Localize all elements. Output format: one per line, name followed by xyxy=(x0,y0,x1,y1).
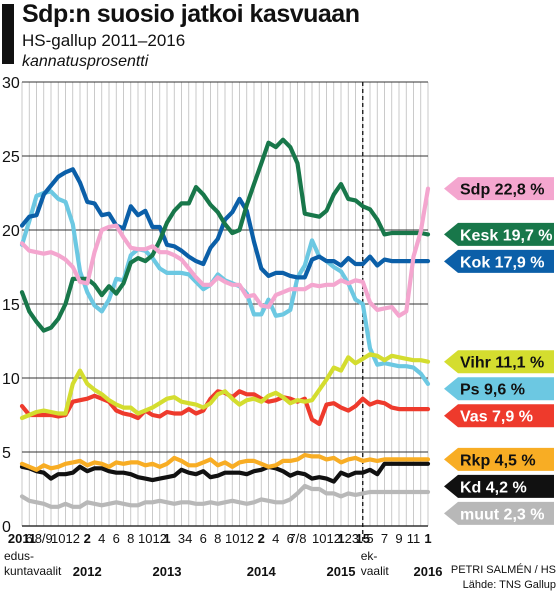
x-tick-label: 10 xyxy=(51,531,65,546)
x-tick-label: 12 xyxy=(66,531,80,546)
x-year-label: 2013 xyxy=(153,564,182,579)
x-tick-label: 10 xyxy=(225,531,239,546)
series-line-sdp xyxy=(19,186,431,318)
x-tick-label: 2 xyxy=(258,531,265,546)
x-tick-label: 7/8 xyxy=(288,531,306,546)
end-label-muut: muut 2,3 % xyxy=(460,506,544,523)
y-tick-label: 0 xyxy=(2,519,11,536)
x-tick-label: 5 xyxy=(366,531,373,546)
x-tick-label: 3 xyxy=(352,531,359,546)
x-tick-label: 12 xyxy=(240,531,254,546)
y-tick-label: 5 xyxy=(2,445,11,462)
end-label-kok: Kok 17,9 % xyxy=(460,254,544,271)
x-tick-label: 8 xyxy=(127,531,134,546)
end-label-sdp: Sdp 22,8 % xyxy=(460,182,544,199)
x-tick-label: 10 xyxy=(138,531,152,546)
series-line-kd xyxy=(19,461,431,484)
chart-title: Sdp:n suosio jatkoi kasvuaan xyxy=(22,0,360,28)
y-tick-label: 25 xyxy=(2,149,20,166)
x-tick-label: 6 xyxy=(26,531,33,546)
accent-bar xyxy=(2,4,14,64)
series-line-muut xyxy=(19,483,431,509)
x-tick-label: 3 xyxy=(178,531,185,546)
x-tick-label: 12 xyxy=(327,531,341,546)
x-tick-label: 1 xyxy=(424,531,431,546)
x-tick-label: 6 xyxy=(113,531,120,546)
x-tick-label: 8/9 xyxy=(35,531,53,546)
end-label-kesk: Kesk 19,7 % xyxy=(460,227,553,244)
x-annotation-label: edus- xyxy=(4,549,34,563)
x-annotation-label: kuntavaalit xyxy=(4,564,62,578)
end-label-box-vas xyxy=(444,404,554,428)
x-year-label: 2016 xyxy=(414,564,443,579)
end-label-box-rkp xyxy=(444,447,554,471)
x-tick-label: 9 xyxy=(395,531,402,546)
x-year-label: 2015 xyxy=(327,564,356,579)
y-tick-label: 20 xyxy=(2,223,20,240)
x-tick-label: 15 xyxy=(356,531,370,546)
end-label-box-ps xyxy=(444,377,554,401)
end-label-box-vihr xyxy=(444,350,554,374)
x-tick-label: 6 xyxy=(287,531,294,546)
y-tick-label: 15 xyxy=(2,297,20,314)
end-label-box-kok xyxy=(444,249,554,273)
series-line-rkp xyxy=(19,452,431,472)
end-label-box-muut xyxy=(444,501,554,525)
y-axis-unit-label: kannatusprosentti xyxy=(22,53,149,70)
x-year-label: 2014 xyxy=(247,564,277,579)
chart-header: Sdp:n suosio jatkoi kasvuaan HS-gallup 2… xyxy=(0,0,560,78)
x-tick-label: 1 xyxy=(163,531,170,546)
x-annotation-label: vaalit xyxy=(361,564,390,578)
x-tick-label: 11 xyxy=(407,531,421,546)
series-line-vihr xyxy=(19,352,431,421)
end-label-box-kd xyxy=(444,474,554,498)
author-credit: PETRI SALMÉN / HS xyxy=(450,564,556,576)
x-tick-label: 4 xyxy=(98,531,105,546)
end-label-box-sdp xyxy=(444,177,554,201)
x-year-label: 2012 xyxy=(73,564,102,579)
x-tick-label: 7 xyxy=(381,531,388,546)
chart-subtitle: HS-gallup 2011–2016 xyxy=(22,31,186,50)
end-label-ps: Ps 9,6 % xyxy=(460,382,525,399)
x-tick-label: 12 xyxy=(153,531,167,546)
x-tick-label: 6 xyxy=(200,531,207,546)
y-tick-label: 10 xyxy=(2,371,20,388)
x-tick-label: 2011 xyxy=(8,531,36,546)
x-tick-label: 4 xyxy=(185,531,192,546)
x-tick-label: 4 xyxy=(272,531,279,546)
end-label-rkp: Rkp 4,5 % xyxy=(460,452,536,469)
source-credit: Lähde: TNS Gallup xyxy=(462,579,556,591)
end-label-box-kesk xyxy=(444,222,554,246)
end-label-vihr: Vihr 11,1 % xyxy=(460,355,544,372)
end-label-vas: Vas 7,9 % xyxy=(460,409,533,426)
x-tick-label: 10 xyxy=(312,531,326,546)
credits: PETRI SALMÉN / HS Lähde: TNS Gallup xyxy=(451,563,556,593)
end-label-kd: Kd 4,2 % xyxy=(460,479,527,496)
x-tick-label: 1 xyxy=(337,531,344,546)
x-tick-label: 8 xyxy=(214,531,221,546)
series-line-kok xyxy=(19,167,431,280)
x-tick-label: 2 xyxy=(84,531,91,546)
y-tick-label: 30 xyxy=(2,75,20,92)
x-tick-label: 2 xyxy=(345,531,352,546)
x-annotation-label: ek- xyxy=(361,549,378,563)
